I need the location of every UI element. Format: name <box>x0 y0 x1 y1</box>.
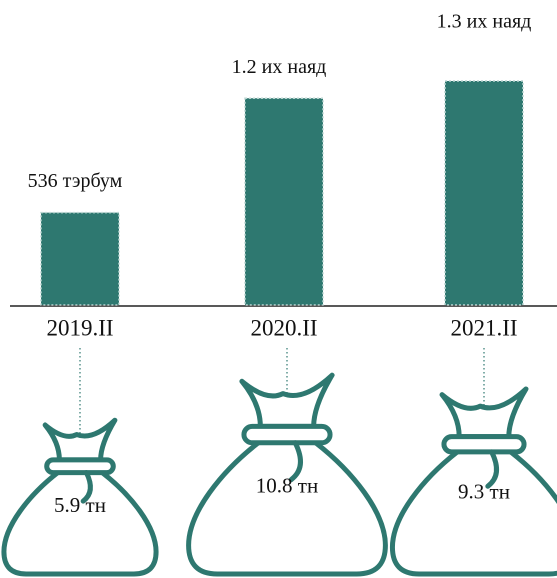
bag-label: 10.8 тн <box>256 474 318 498</box>
bag-label: 9.3 тн <box>458 480 510 504</box>
bag-band <box>444 437 524 452</box>
money-bag <box>189 375 386 574</box>
bag-tie <box>488 452 497 486</box>
value-label: 1.2 их наяд <box>232 56 327 78</box>
bag-tie <box>291 443 300 480</box>
value-label: 536 тэрбум <box>28 170 123 192</box>
money-bag <box>4 420 156 574</box>
bag-body <box>189 443 386 574</box>
category-label: 2019.II <box>46 315 113 340</box>
category-label: 2021.II <box>450 315 517 340</box>
bag-knot <box>242 375 332 426</box>
bag-label: 5.9 тн <box>54 493 106 517</box>
bag-body <box>4 473 156 574</box>
bag-band <box>244 426 330 442</box>
value-label: 1.3 их наяд <box>437 11 532 33</box>
bag-band <box>47 460 114 473</box>
bar <box>244 97 324 306</box>
category-label: 2020.II <box>250 315 317 340</box>
bag-tie <box>83 473 90 502</box>
bag-knot <box>442 389 526 437</box>
bar <box>444 80 524 306</box>
bar <box>40 211 120 306</box>
money-bag <box>392 389 557 574</box>
bag-knot <box>45 420 115 460</box>
bag-body <box>392 452 557 574</box>
